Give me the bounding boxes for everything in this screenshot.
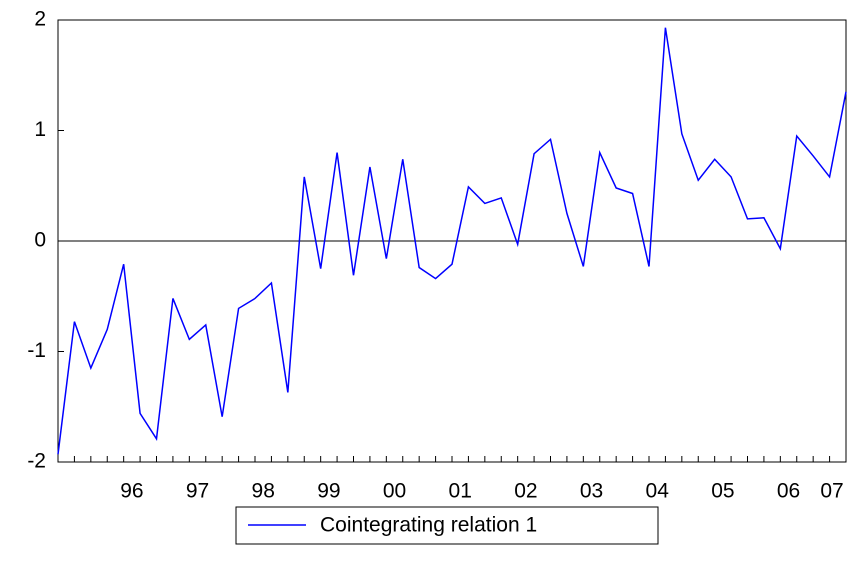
- legend-box: [235, 506, 659, 545]
- x-tick-label: 04: [646, 480, 670, 503]
- x-tick-label: 07: [820, 480, 843, 503]
- x-tick-label: 00: [383, 480, 406, 503]
- x-tick-label: 01: [449, 480, 472, 503]
- y-tick-label: 1: [34, 118, 46, 141]
- series-line: [57, 27, 847, 455]
- y-tick-label: -1: [27, 339, 46, 362]
- x-tick-label: 03: [580, 480, 603, 503]
- legend-label: Cointegrating relation 1: [320, 514, 537, 537]
- x-tick-label: 98: [252, 480, 275, 503]
- x-tick-label: 97: [186, 480, 209, 503]
- x-tick-label: 05: [711, 480, 734, 503]
- y-tick-label: -2: [27, 450, 46, 473]
- x-tick-label: 99: [317, 480, 340, 503]
- x-tick-label: 06: [777, 480, 800, 503]
- y-tick-label: 2: [34, 8, 46, 31]
- x-tick-label: 02: [514, 480, 537, 503]
- x-tick-label: 96: [120, 480, 143, 503]
- y-tick-label: 0: [34, 229, 46, 252]
